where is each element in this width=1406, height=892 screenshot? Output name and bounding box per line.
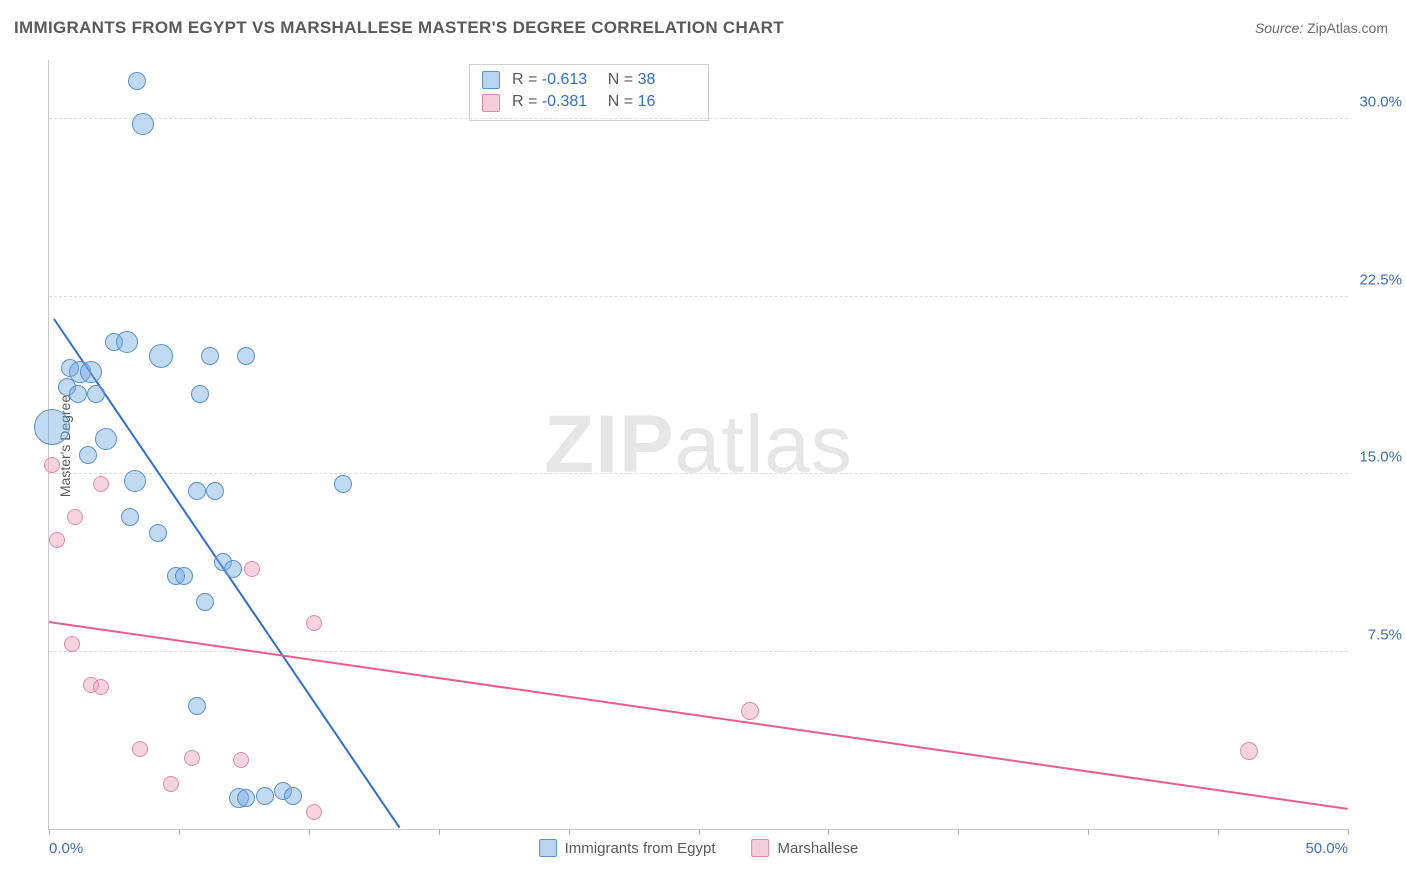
legend-item-series2: Marshallese xyxy=(752,839,859,857)
data-point xyxy=(121,508,139,526)
data-point xyxy=(1240,742,1258,760)
x-tick xyxy=(569,829,570,835)
legend-label-series1: Immigrants from Egypt xyxy=(565,840,716,857)
chart-plot-area: ZIPatlas R = -0.613 N = 38 R = -0.381 N … xyxy=(48,60,1348,830)
data-point xyxy=(201,347,219,365)
n-label: N = xyxy=(608,93,633,110)
data-point xyxy=(93,476,109,492)
data-point xyxy=(237,347,255,365)
data-point xyxy=(93,679,109,695)
data-point xyxy=(244,561,260,577)
data-point xyxy=(206,482,224,500)
source-label: Source: xyxy=(1255,20,1303,36)
legend-swatch-series2 xyxy=(752,839,770,857)
data-point xyxy=(188,482,206,500)
n-value-series1: 38 xyxy=(638,69,692,91)
legend-item-series1: Immigrants from Egypt xyxy=(539,839,716,857)
data-point xyxy=(741,702,759,720)
data-point xyxy=(95,428,117,450)
data-point xyxy=(44,457,60,473)
correlation-box: R = -0.613 N = 38 R = -0.381 N = 16 xyxy=(469,64,709,121)
r-value-series2: -0.381 xyxy=(542,91,596,113)
correlation-row-series2: R = -0.381 N = 16 xyxy=(482,91,692,113)
data-point xyxy=(175,567,193,585)
y-tick-label: 7.5% xyxy=(1368,626,1402,643)
data-point xyxy=(64,636,80,652)
data-point xyxy=(184,750,200,766)
x-tick xyxy=(958,829,959,835)
watermark-bold: ZIP xyxy=(544,399,675,490)
chart-title: IMMIGRANTS FROM EGYPT VS MARSHALLESE MAS… xyxy=(14,18,784,38)
r-value-series1: -0.613 xyxy=(542,69,596,91)
data-point xyxy=(132,113,154,135)
gridline xyxy=(49,118,1348,119)
x-tick xyxy=(828,829,829,835)
x-tick xyxy=(1348,829,1349,835)
r-label: R = xyxy=(512,93,537,110)
data-point xyxy=(224,560,242,578)
x-tick xyxy=(1088,829,1089,835)
correlation-row-series1: R = -0.613 N = 38 xyxy=(482,69,692,91)
x-tick xyxy=(1218,829,1219,835)
swatch-series1 xyxy=(482,71,500,89)
x-tick-label: 50.0% xyxy=(1305,840,1348,857)
data-point xyxy=(116,331,138,353)
gridline xyxy=(49,296,1348,297)
data-point xyxy=(284,787,302,805)
data-point xyxy=(256,787,274,805)
n-label: N = xyxy=(608,71,633,88)
y-tick-label: 15.0% xyxy=(1359,449,1402,466)
data-point xyxy=(132,741,148,757)
data-point xyxy=(69,385,87,403)
y-tick-label: 22.5% xyxy=(1359,271,1402,288)
legend-swatch-series1 xyxy=(539,839,557,857)
n-value-series2: 16 xyxy=(638,91,692,113)
source-value: ZipAtlas.com xyxy=(1307,20,1388,36)
legend-label-series2: Marshallese xyxy=(778,840,859,857)
watermark-rest: atlas xyxy=(675,399,853,490)
data-point xyxy=(149,524,167,542)
data-point xyxy=(334,475,352,493)
legend: Immigrants from Egypt Marshallese xyxy=(539,839,859,857)
data-point xyxy=(49,532,65,548)
trend-line xyxy=(49,621,1348,810)
data-point xyxy=(87,385,105,403)
y-tick-label: 30.0% xyxy=(1359,94,1402,111)
x-tick xyxy=(309,829,310,835)
data-point xyxy=(79,446,97,464)
watermark: ZIPatlas xyxy=(544,398,853,492)
data-point xyxy=(188,697,206,715)
data-point xyxy=(191,385,209,403)
gridline xyxy=(49,473,1348,474)
data-point xyxy=(163,776,179,792)
swatch-series2 xyxy=(482,94,500,112)
x-tick-label: 0.0% xyxy=(49,840,83,857)
data-point xyxy=(306,615,322,631)
data-point xyxy=(149,344,173,368)
data-point xyxy=(196,593,214,611)
x-tick xyxy=(439,829,440,835)
data-point xyxy=(306,804,322,820)
data-point xyxy=(124,470,146,492)
x-tick xyxy=(49,829,50,835)
data-point xyxy=(128,72,146,90)
data-point xyxy=(34,409,70,445)
data-point xyxy=(237,789,255,807)
data-point xyxy=(233,752,249,768)
data-point xyxy=(80,361,102,383)
x-tick xyxy=(699,829,700,835)
x-tick xyxy=(179,829,180,835)
data-point xyxy=(67,509,83,525)
source-attribution: Source: ZipAtlas.com xyxy=(1255,20,1388,36)
r-label: R = xyxy=(512,71,537,88)
